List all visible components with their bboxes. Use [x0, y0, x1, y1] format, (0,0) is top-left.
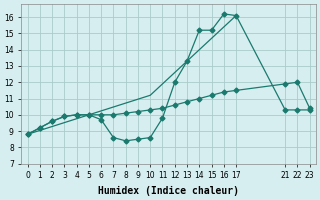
- X-axis label: Humidex (Indice chaleur): Humidex (Indice chaleur): [98, 186, 239, 196]
